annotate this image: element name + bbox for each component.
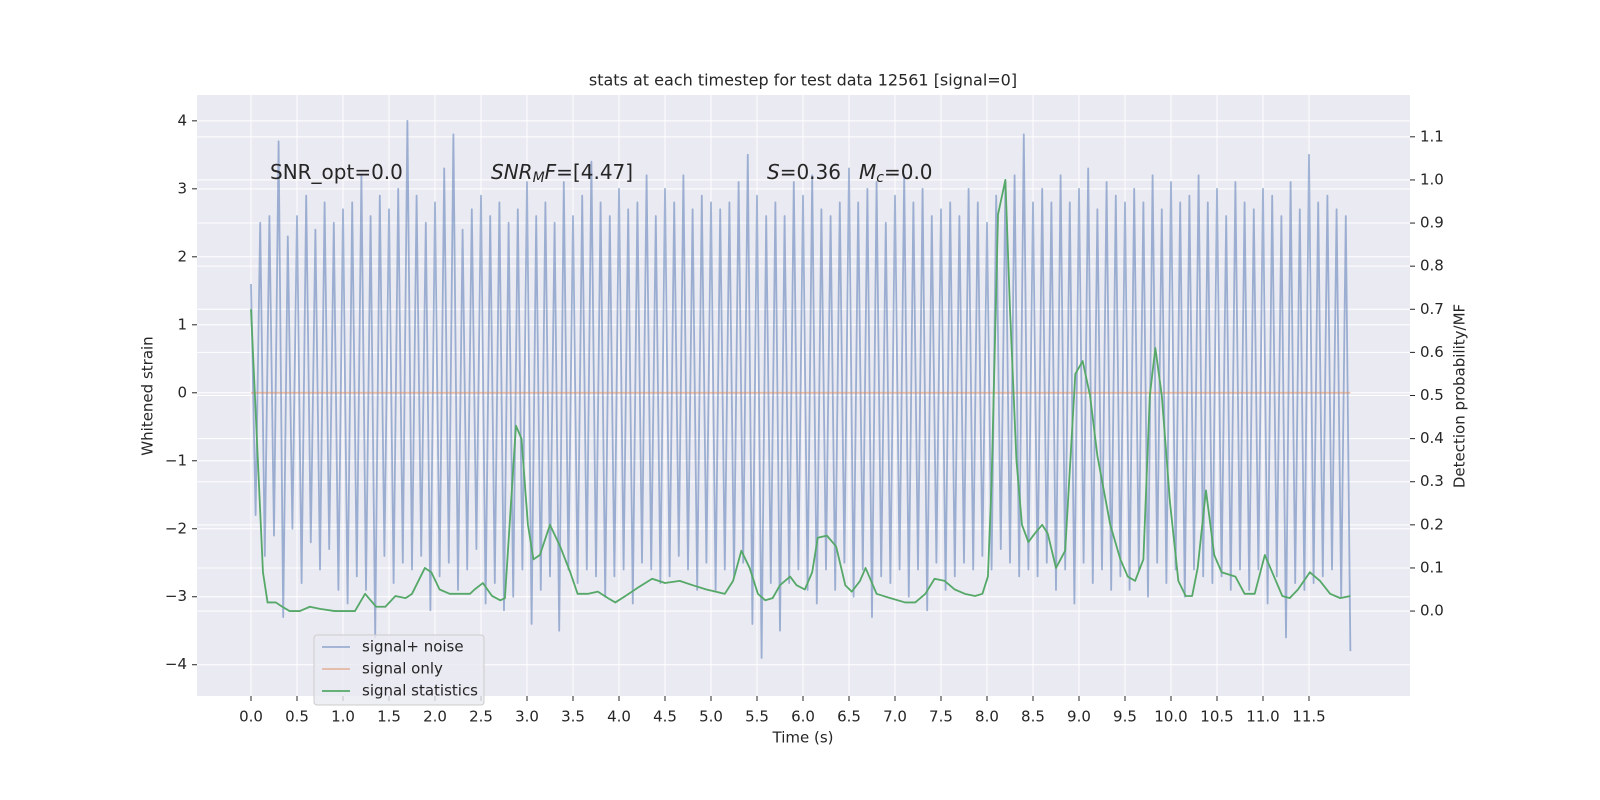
legend-label: signal only	[362, 660, 443, 678]
y2-axis-label: Detection probability/MF	[1451, 304, 1469, 488]
y-tick-label: −4	[165, 655, 187, 673]
y-tick-label: 3	[177, 179, 187, 197]
x-tick-label: 7.5	[929, 708, 953, 726]
annotation-part: SNR	[491, 160, 533, 184]
x-tick-label: 3.0	[515, 708, 539, 726]
x-tick-label: 2.5	[469, 708, 493, 726]
x-tick-label: 6.0	[791, 708, 815, 726]
y2-tick-label: 0.4	[1420, 429, 1444, 447]
y2-tick-label: 1.0	[1420, 170, 1444, 188]
x-tick-label: 1.0	[331, 708, 355, 726]
marks	[250, 119, 1352, 659]
x-tick-label: 4.5	[653, 708, 677, 726]
series-line	[250, 179, 1351, 612]
y2-tick-label: 0.0	[1420, 602, 1444, 620]
annotation-part: SNR_opt=0.0	[270, 160, 403, 184]
annotation-part: =0.0	[884, 160, 933, 184]
y2-tick-label: 0.5	[1420, 386, 1444, 404]
annotation-part: M	[533, 170, 545, 186]
annotation-part: F	[545, 160, 557, 184]
y-tick-label: −3	[165, 587, 187, 605]
y2-tick-label: 0.2	[1420, 515, 1444, 533]
y2-tick-label: 1.1	[1420, 127, 1444, 145]
x-tick-label: 0.5	[285, 708, 309, 726]
y2-tick-label: 0.7	[1420, 300, 1444, 318]
y-tick-label: 4	[177, 111, 187, 129]
y-tick-label: −2	[165, 519, 187, 537]
x-tick-label: 4.0	[607, 708, 631, 726]
y-tick-label: −1	[165, 451, 187, 469]
y2-tick-label: 0.9	[1420, 214, 1444, 232]
legend-box	[313, 634, 485, 706]
y-axis-label: Whitened strain	[139, 336, 157, 455]
x-tick-label: 5.5	[745, 708, 769, 726]
x-tick-label: 11.5	[1292, 708, 1325, 726]
x-tick-label: 1.5	[377, 708, 401, 726]
x-tick-label: 5.0	[699, 708, 723, 726]
annotation: Mc=0.0	[859, 160, 933, 187]
annotation-part: =0.36	[780, 160, 841, 184]
x-tick-label: 9.5	[1113, 708, 1137, 726]
x-tick-label: 8.5	[1021, 708, 1045, 726]
legend-label: signal+ noise	[362, 638, 464, 656]
y2-tick-label: 0.1	[1420, 558, 1444, 576]
x-tick-label: 10.5	[1200, 708, 1233, 726]
y2-tick-label: 0.6	[1420, 343, 1444, 361]
annotation-part: M	[859, 160, 876, 184]
x-tick-label: 7.0	[883, 708, 907, 726]
annotation: S=0.36	[767, 160, 841, 184]
x-tick-label: 6.5	[837, 708, 861, 726]
x-tick-label: 0.0	[239, 708, 263, 726]
legend: signal+ noise signal only signal statistic…	[313, 634, 485, 706]
legend-label: signal statistics	[362, 682, 478, 700]
annotation-part: =[4.47]	[556, 160, 633, 184]
x-tick-label: 11.0	[1246, 708, 1279, 726]
x-tick-label: 2.0	[423, 708, 447, 726]
annotation: SNR_opt=0.0	[270, 160, 403, 184]
labels: 0.0 0.5 1.0 1.5 2.0 2.5 3.0 3.5 4.0 4.5 5.0 5.5 6.0 6…	[165, 111, 1444, 725]
annotation-part: c	[876, 170, 884, 186]
x-tick-label: 3.5	[561, 708, 585, 726]
annotation: SNRMF=[4.47]	[491, 160, 633, 187]
annotation-part: S	[767, 160, 780, 184]
chart-title: stats at each timestep for test data 125…	[589, 71, 1017, 90]
y-tick-label: 0	[177, 383, 187, 401]
x-axis-label: Time (s)	[772, 729, 834, 747]
x-tick-label: 10.0	[1154, 708, 1187, 726]
y2-tick-label: 0.8	[1420, 257, 1444, 275]
y2-tick-label: 0.3	[1420, 472, 1444, 490]
x-tick-label: 9.0	[1067, 708, 1091, 726]
y-tick-label: 1	[177, 315, 187, 333]
y-tick-label: 2	[177, 247, 187, 265]
series-line	[250, 119, 1352, 659]
x-tick-label: 8.0	[975, 708, 999, 726]
